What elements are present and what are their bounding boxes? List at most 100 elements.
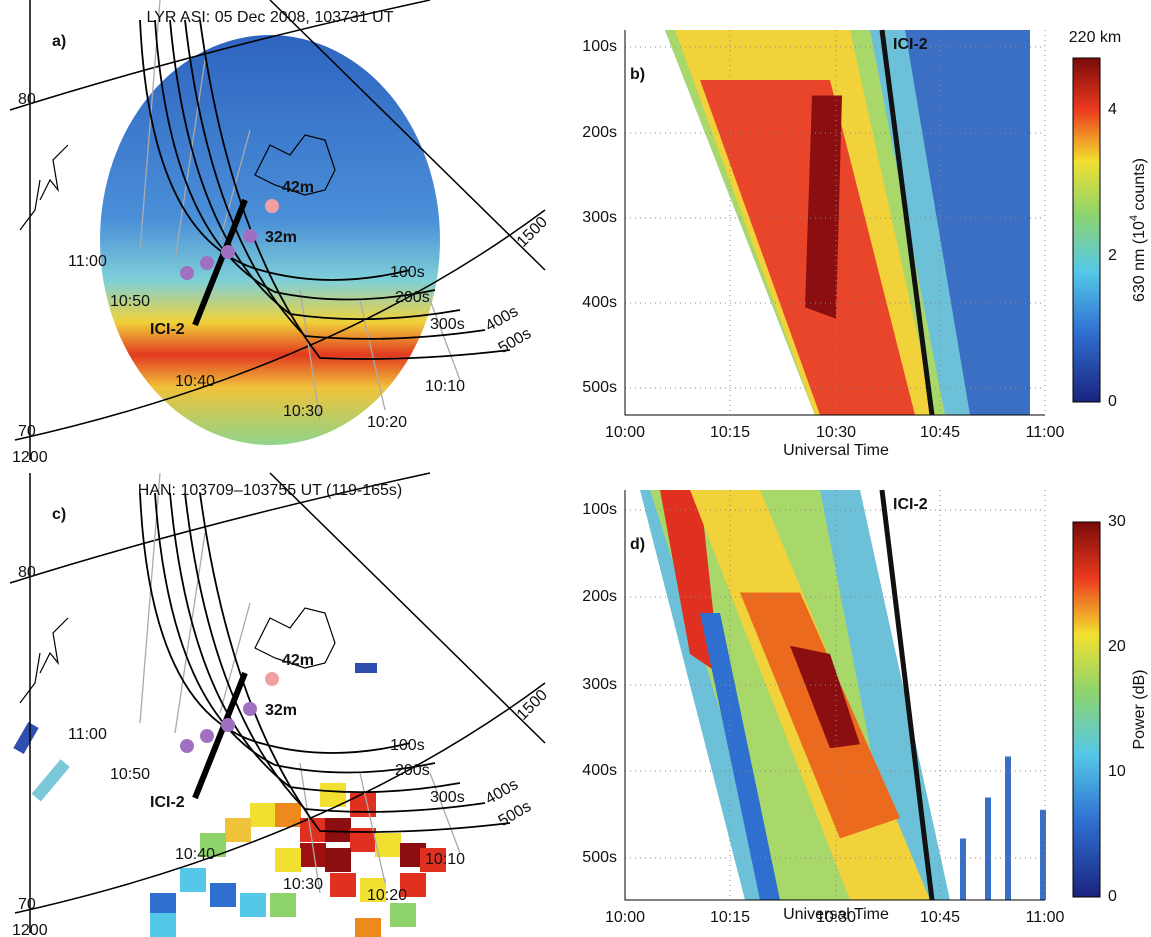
time-label: 11:00: [68, 253, 107, 270]
lat-label: 70: [18, 423, 36, 440]
time-label: 10:40: [175, 373, 215, 390]
range-label: 500s: [496, 798, 535, 830]
panel-label: b): [630, 66, 645, 83]
track-label: ICI-2: [893, 36, 928, 53]
radar-cell: [250, 803, 276, 827]
colorbar-label: Power (dB): [1131, 669, 1148, 749]
y-tick-label: 500s: [582, 379, 617, 396]
keogram-region: [985, 797, 991, 900]
lat-label: 80: [18, 91, 36, 108]
map-line: [9, 472, 431, 584]
radar-cell: [150, 913, 176, 937]
time-label: 10:10: [425, 378, 465, 395]
track-line: [879, 489, 935, 901]
map-line: [184, 19, 486, 340]
radar-cell: [355, 663, 377, 673]
y-tick-label: 100s: [582, 501, 617, 518]
radar-cell: [270, 893, 296, 917]
lat-label: 80: [18, 564, 36, 581]
y-tick-label: 300s: [582, 676, 617, 693]
marker-dot: [243, 229, 257, 243]
time-label: 10:30: [283, 876, 323, 893]
radar-cell: [350, 793, 376, 817]
time-label: 10:20: [367, 887, 407, 904]
track-label: ICI-2: [150, 321, 185, 338]
map-panel: LYR ASI: 05 Dec 2008, 103731 UT a) 80 70 120…: [9, 0, 551, 466]
time-label: 10:50: [110, 293, 150, 310]
x-tick-label: 10:00: [605, 424, 645, 441]
map-line: [9, 0, 431, 111]
keogram-region: [960, 838, 966, 900]
colorbar-title: 220 km: [1069, 29, 1121, 46]
radar-cell: [400, 873, 426, 897]
x-tick-label: 10:15: [710, 424, 750, 441]
range-label: 100s: [390, 264, 425, 281]
marker-dot: [200, 256, 214, 270]
radar-cell: [320, 783, 346, 807]
marker-dot: [243, 702, 257, 716]
track-line: [879, 29, 935, 416]
colorbar-label: 630 nm (104 counts): [1128, 158, 1148, 302]
colorbar-label-part: counts): [1131, 158, 1148, 215]
marker-dot: [200, 729, 214, 743]
y-tick-label: 400s: [582, 294, 617, 311]
lon-label: 1200: [12, 449, 48, 466]
radar-cell: [210, 883, 236, 907]
colorbar-tick: 4: [1108, 101, 1117, 118]
panel-label: c): [52, 506, 66, 523]
range-label: 300s: [430, 789, 465, 806]
radar-cell: [375, 833, 401, 857]
map-line: [269, 0, 546, 271]
y-tick-label: 100s: [582, 38, 617, 55]
map-line: [154, 492, 436, 774]
time-label: 11:00: [68, 726, 107, 743]
x-axis-label: Universal Time: [783, 442, 889, 459]
x-tick-label: 10:30: [816, 909, 856, 926]
time-label: 10:10: [425, 851, 465, 868]
marker-label: 32m: [265, 229, 297, 246]
time-label: 10:50: [110, 766, 150, 783]
lat-label: 70: [18, 896, 36, 913]
range-label: 300s: [430, 316, 465, 333]
colorbar-label-part: 630 nm (10: [1131, 221, 1148, 302]
x-tick-label: 10:00: [605, 909, 645, 926]
map-line: [192, 671, 248, 800]
lon-label: 1500: [514, 214, 551, 251]
x-tick-label: 11:00: [1026, 424, 1065, 441]
range-label: 200s: [395, 762, 430, 779]
map-line: [14, 682, 546, 914]
colorbar: [1072, 521, 1101, 898]
marker-dot: [180, 739, 194, 753]
marker-label: 32m: [265, 702, 297, 719]
time-label: 10:20: [367, 414, 407, 431]
marker-dot: [265, 672, 279, 686]
radar-cell: [275, 848, 301, 872]
colorbar-tick: 20: [1108, 638, 1126, 655]
time-label: 10:40: [175, 846, 215, 863]
x-tick-label: 10:15: [710, 909, 750, 926]
track-label: ICI-2: [150, 794, 185, 811]
radar-cell: [240, 893, 266, 917]
range-label: 500s: [496, 325, 535, 357]
colorbar-tick: 10: [1108, 763, 1126, 780]
marker-dot: [265, 199, 279, 213]
radar-cell: [325, 818, 351, 842]
axes: [624, 490, 1045, 901]
colorbar: [1072, 57, 1101, 403]
axes: [624, 30, 1045, 416]
map-line: [254, 134, 336, 196]
time-label: 10:30: [283, 403, 323, 420]
panel-title: LYR ASI: 05 Dec 2008, 103731 UT: [147, 9, 394, 26]
radar-cell: [13, 722, 39, 754]
map-line: [192, 198, 248, 327]
radar-cell: [355, 918, 381, 937]
map-line: [199, 19, 511, 360]
colorbar-tick: 2: [1108, 247, 1117, 264]
lon-label: 1200: [12, 922, 48, 937]
map-line: [19, 617, 69, 704]
marker-label: 42m: [282, 179, 314, 196]
range-label: 100s: [390, 737, 425, 754]
lon-label: 1500: [514, 687, 551, 724]
keogram-region: [1005, 756, 1011, 900]
